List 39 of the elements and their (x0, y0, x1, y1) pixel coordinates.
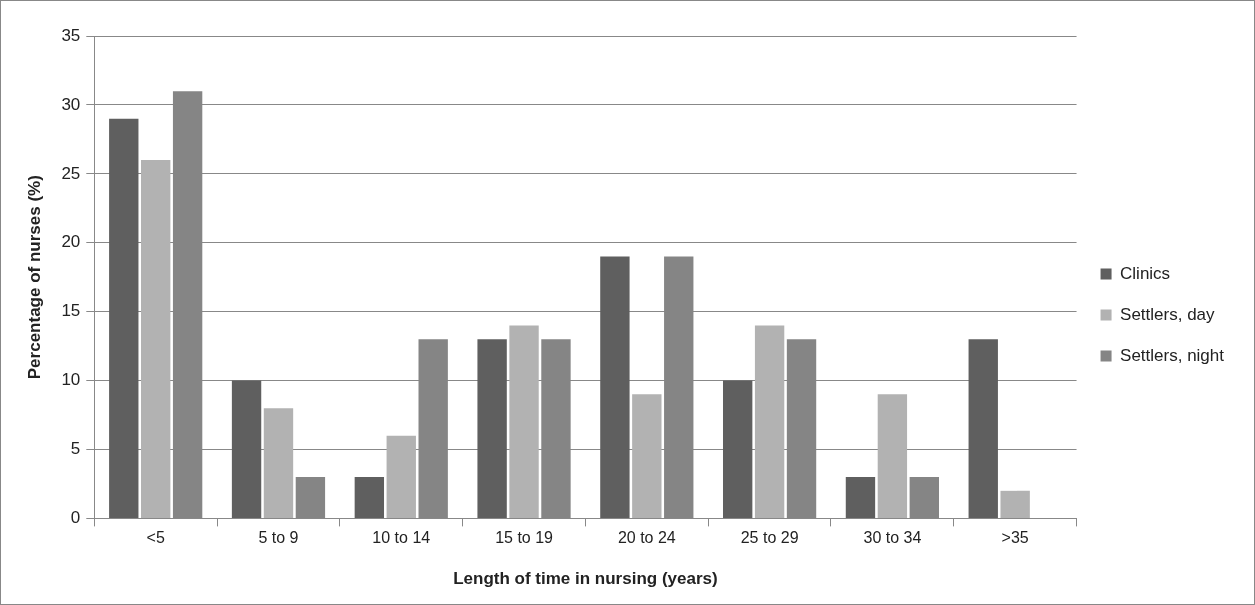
bar (354, 477, 385, 518)
bar (109, 118, 139, 518)
x-tick-label: 5 to 9 (258, 529, 299, 547)
y-tick-label: 5 (70, 439, 81, 459)
bar (877, 394, 908, 518)
bar (141, 160, 171, 518)
bar (909, 477, 939, 518)
bar (632, 394, 662, 518)
x-tick-label: <5 (146, 529, 165, 547)
bar (754, 325, 785, 518)
x-tick-label: 30 to 34 (863, 529, 922, 547)
y-tick-label: 10 (61, 370, 81, 390)
legend-label: Clinics (1120, 263, 1171, 283)
x-axis-title: Length of time in nursing (years) (453, 569, 718, 589)
bar (295, 477, 326, 518)
bar (1000, 490, 1030, 518)
bar (386, 435, 416, 518)
bar (600, 256, 630, 518)
y-tick-label: 35 (61, 25, 81, 45)
y-tick-label: 0 (70, 508, 81, 528)
y-tick-label: 20 (61, 232, 81, 252)
y-tick-label: 15 (61, 301, 81, 321)
bar (723, 380, 753, 518)
x-tick-label: 15 to 19 (495, 529, 554, 547)
x-tick-label: 10 to 14 (372, 529, 431, 547)
bar (477, 339, 507, 518)
legend-label: Settlers, day (1120, 304, 1216, 324)
bar (968, 339, 998, 518)
x-tick-label: 25 to 29 (740, 529, 799, 547)
y-tick-label: 30 (61, 94, 81, 114)
x-tick-label: >35 (1001, 529, 1029, 547)
bar (845, 477, 876, 518)
bar (263, 408, 294, 518)
legend-label: Settlers, night (1120, 345, 1225, 365)
bar (509, 325, 539, 518)
y-axis-title: Percentage of nurses (%) (24, 175, 44, 380)
bar (231, 380, 262, 518)
y-tick-label: 25 (61, 163, 81, 183)
x-tick-label: 20 to 24 (617, 529, 676, 547)
